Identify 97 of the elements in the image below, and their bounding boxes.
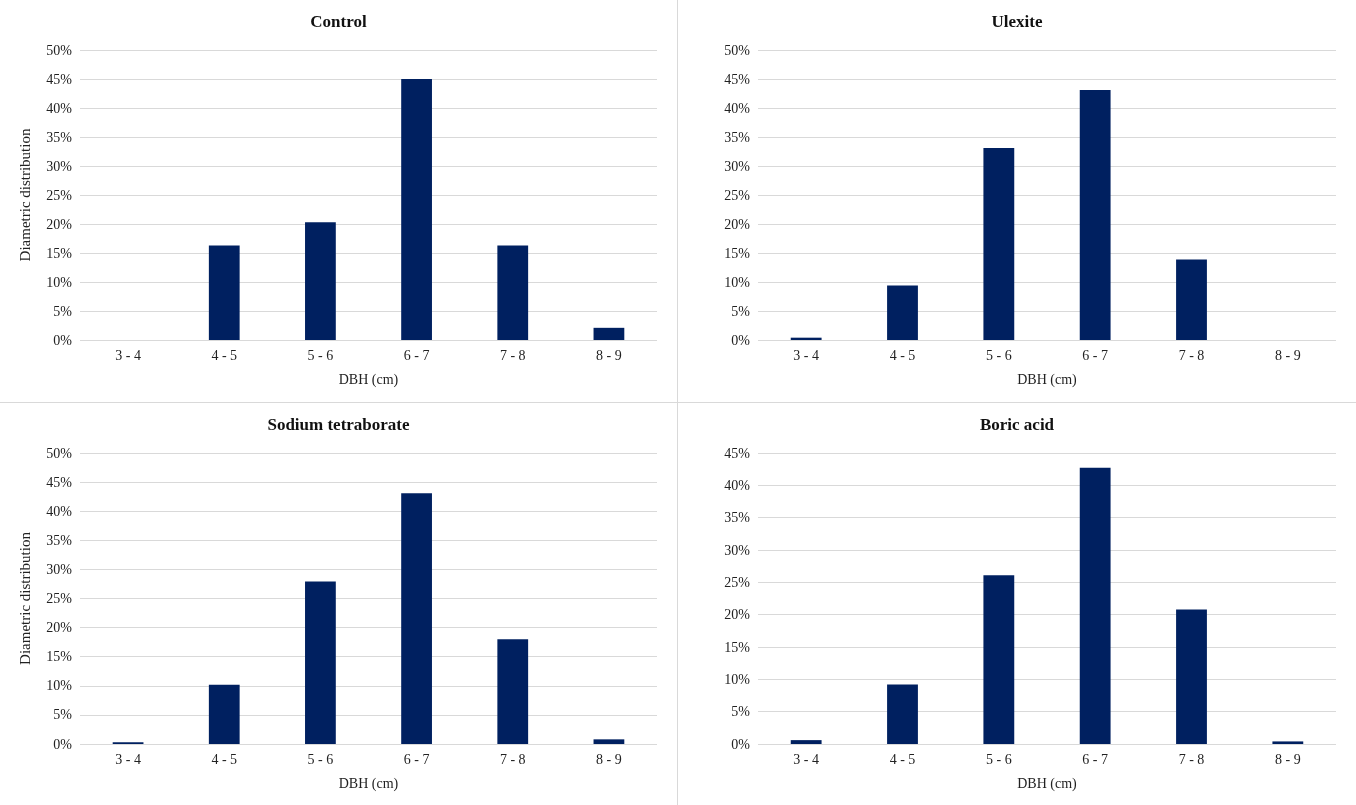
y-tick-label: 20% (46, 216, 73, 232)
y-tick-label: 25% (46, 187, 73, 203)
chart-title: Sodium tetraborate (267, 414, 411, 434)
y-tick-label: 15% (724, 245, 751, 261)
bar (401, 79, 432, 340)
bar (208, 245, 240, 340)
bar (983, 148, 1015, 340)
x-axis-title: DBH (cm) (338, 775, 399, 791)
x-tick-label: 5 - 6 (307, 347, 334, 363)
bar (305, 581, 336, 744)
y-tick-label: 35% (46, 532, 73, 548)
y-tick-label: 10% (46, 274, 73, 290)
y-tick-label: 25% (724, 574, 751, 590)
bar (305, 222, 336, 340)
y-tick-label: 5% (731, 703, 751, 719)
y-tick-label: 30% (46, 561, 73, 577)
y-tick-label: 0% (731, 332, 751, 348)
y-tick-label: 45% (724, 71, 751, 87)
y-tick-label: 5% (53, 706, 73, 722)
bar (1079, 467, 1111, 744)
y-tick-label: 40% (724, 100, 751, 116)
bar (401, 492, 432, 744)
x-tick-label: 7 - 8 (499, 347, 526, 363)
bar (1079, 90, 1111, 340)
bar (887, 285, 918, 340)
x-axis-title: DBH (cm) (1017, 371, 1078, 388)
bar (983, 574, 1015, 744)
x-tick-label: 6 - 7 (403, 347, 430, 363)
bar (208, 684, 240, 744)
y-tick-label: 15% (724, 639, 751, 654)
x-tick-label: 8 - 9 (1275, 347, 1301, 363)
bar (1272, 740, 1304, 744)
x-tick-label: 8 - 9 (596, 751, 622, 766)
bar (593, 327, 625, 340)
x-tick-label: 5 - 6 (986, 751, 1012, 766)
x-axis-title: DBH (cm) (338, 371, 399, 388)
y-tick-label: 5% (731, 303, 751, 319)
x-tick-label: 3 - 4 (115, 347, 141, 363)
bar (1176, 259, 1207, 340)
y-tick-label: 20% (724, 216, 751, 232)
x-tick-label: 8 - 9 (596, 347, 622, 363)
y-tick-label: 15% (46, 648, 73, 664)
bar (593, 738, 625, 744)
y-tick-label: 0% (53, 332, 73, 348)
y-tick-label: 0% (53, 736, 73, 751)
y-tick-label: 50% (724, 42, 751, 58)
y-axis-title: Diametric distribution (16, 128, 33, 262)
y-tick-label: 40% (46, 100, 73, 116)
y-tick-label: 45% (46, 474, 73, 490)
y-tick-label: 35% (724, 129, 751, 145)
y-tick-label: 0% (731, 736, 751, 751)
x-tick-label: 8 - 9 (1275, 751, 1301, 766)
bar (790, 739, 822, 744)
chart-title: Boric acid (979, 414, 1055, 434)
y-tick-label: 45% (46, 71, 73, 87)
y-tick-label: 30% (724, 158, 751, 174)
chart-title: Ulexite (991, 12, 1043, 31)
y-tick-label: 35% (46, 129, 73, 145)
y-tick-label: 20% (46, 619, 73, 635)
x-tick-label: 5 - 6 (307, 751, 334, 766)
y-tick-label: 45% (724, 445, 751, 460)
x-tick-label: 7 - 8 (1178, 751, 1205, 766)
y-tick-label: 20% (724, 606, 751, 622)
y-tick-label: 25% (46, 590, 73, 606)
y-tick-label: 10% (46, 677, 73, 693)
x-tick-label: 7 - 8 (499, 751, 526, 766)
y-tick-label: 25% (724, 187, 751, 203)
x-tick-label: 5 - 6 (986, 347, 1012, 363)
x-tick-label: 4 - 5 (211, 751, 238, 766)
x-tick-label: 3 - 4 (115, 751, 141, 766)
y-tick-label: 30% (724, 542, 751, 557)
x-tick-label: 3 - 4 (793, 751, 819, 766)
x-tick-label: 6 - 7 (1082, 751, 1108, 766)
y-tick-label: 10% (724, 671, 751, 687)
x-tick-label: 4 - 5 (889, 347, 916, 363)
y-tick-label: 10% (724, 274, 751, 290)
y-tick-label: 30% (46, 158, 73, 174)
x-axis-title: DBH (cm) (1017, 775, 1078, 791)
x-tick-label: 6 - 7 (403, 751, 430, 766)
y-tick-label: 15% (46, 245, 73, 261)
x-tick-label: 4 - 5 (889, 751, 916, 766)
chart-title: Control (310, 12, 367, 31)
y-axis-title: Diametric distribution (16, 531, 33, 665)
y-tick-label: 50% (46, 445, 73, 460)
x-tick-label: 4 - 5 (211, 347, 238, 363)
y-tick-label: 40% (46, 503, 73, 519)
bar (1176, 608, 1207, 744)
x-tick-label: 7 - 8 (1178, 347, 1205, 363)
x-tick-label: 6 - 7 (1082, 347, 1108, 363)
bar (497, 638, 529, 744)
y-tick-label: 40% (724, 477, 751, 493)
y-tick-label: 50% (46, 42, 73, 58)
bar (887, 684, 918, 744)
bar (497, 245, 529, 340)
y-tick-label: 5% (53, 303, 73, 319)
x-tick-label: 3 - 4 (793, 347, 819, 363)
y-tick-label: 35% (724, 509, 751, 525)
